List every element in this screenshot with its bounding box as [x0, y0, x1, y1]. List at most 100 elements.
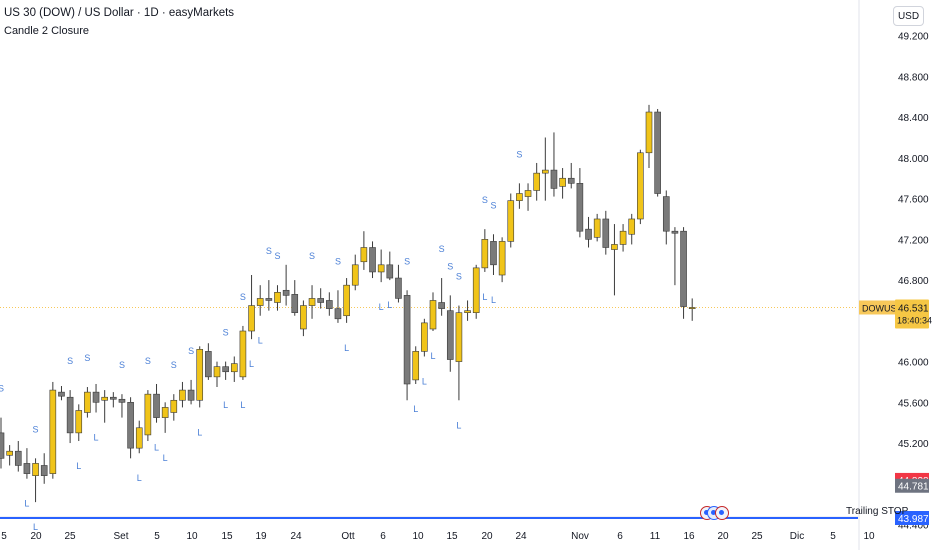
- y-tick-label: 45.600: [898, 398, 929, 409]
- candle: [153, 383, 160, 423]
- candle: [395, 264, 402, 303]
- economic-event-icon[interactable]: [715, 506, 729, 520]
- bullish-candle-body: [377, 264, 385, 273]
- candle: [230, 356, 238, 382]
- price-badge-dark: [895, 478, 929, 493]
- candle: [308, 285, 316, 319]
- candle: [49, 381, 57, 479]
- bullish-candle-body: [611, 244, 618, 250]
- bearish-candle-body: [265, 298, 273, 301]
- sell-signal-marker: S: [145, 356, 151, 366]
- y-tick-label: 47.200: [898, 235, 929, 246]
- candle: [490, 234, 497, 275]
- symbol-title[interactable]: US 30 (DOW) / US Dollar · 1D · easyMarke…: [4, 7, 235, 19]
- x-tick-label: 10: [412, 531, 424, 542]
- x-tick-label: 5: [154, 531, 160, 542]
- candle: [32, 458, 39, 503]
- bullish-candle-body: [300, 305, 307, 330]
- bullish-candle-body: [542, 169, 549, 174]
- candle: [110, 392, 117, 408]
- x-tick-label: 20: [717, 531, 729, 542]
- bearish-candle-body: [671, 230, 679, 234]
- bullish-candle-body: [628, 218, 636, 235]
- candle: [688, 298, 696, 321]
- candle: [507, 193, 515, 248]
- currency-button[interactable]: USD: [893, 6, 924, 26]
- sell-signal-marker: S: [84, 353, 90, 363]
- bullish-candle-body: [213, 366, 221, 378]
- candle: [611, 224, 618, 296]
- symbol-badge: [859, 300, 895, 315]
- bearish-candle-body: [187, 389, 195, 401]
- x-tick-label: 25: [751, 531, 763, 542]
- candle: [127, 397, 134, 459]
- candle: [248, 275, 255, 340]
- candle: [429, 292, 437, 332]
- candle: [170, 394, 178, 421]
- sell-signal-marker: S: [447, 261, 453, 271]
- candle: [403, 290, 411, 401]
- x-tick-label: Nov: [571, 531, 589, 542]
- bullish-candle-body: [101, 396, 108, 401]
- bearish-candle-body: [317, 298, 324, 303]
- candle: [317, 288, 324, 309]
- candle: [472, 264, 480, 319]
- x-tick-label: 16: [683, 531, 695, 542]
- y-tick-label: 46.000: [898, 358, 929, 369]
- x-tick-label: 25: [64, 531, 76, 542]
- bearish-candle-body: [110, 396, 117, 400]
- candle: [144, 390, 152, 442]
- candle: [559, 168, 566, 199]
- candle: [446, 295, 454, 372]
- long-signal-marker: L: [422, 376, 427, 386]
- long-signal-marker: L: [456, 420, 461, 430]
- x-tick-label: Dic: [790, 531, 804, 542]
- bearish-candle-body: [654, 111, 661, 194]
- sell-signal-marker: S: [490, 200, 496, 210]
- x-tick-label: Ott: [341, 531, 355, 542]
- sell-signal-marker: S: [33, 424, 39, 434]
- bullish-candle-body: [637, 152, 644, 220]
- candle: [196, 346, 204, 408]
- long-signal-marker: L: [344, 343, 349, 353]
- sell-signal-marker: S: [439, 244, 445, 254]
- y-tick-label: 48.000: [898, 154, 929, 165]
- bearish-candle-body: [585, 228, 592, 240]
- bullish-candle-body: [645, 111, 653, 154]
- candle: [274, 285, 281, 311]
- bearish-candle-body: [23, 463, 31, 474]
- long-signal-marker: L: [76, 461, 81, 471]
- candle: [619, 224, 627, 252]
- sell-signal-marker: S: [482, 195, 488, 205]
- long-signal-marker: L: [387, 300, 392, 310]
- bullish-candle-body: [421, 322, 428, 352]
- bullish-candle-body: [144, 393, 152, 436]
- candle: [14, 441, 22, 472]
- candle: [680, 227, 687, 319]
- bearish-candle-body: [153, 393, 160, 418]
- bearish-candle-body: [0, 432, 5, 459]
- bullish-candle-body: [75, 410, 83, 434]
- indicator-label[interactable]: Candle 2 Closure: [4, 25, 89, 37]
- bullish-candle-body: [308, 298, 316, 306]
- candle: [369, 241, 376, 279]
- candle: [386, 251, 394, 281]
- bearish-candle-body: [222, 366, 229, 373]
- candle: [533, 162, 540, 201]
- candle: [542, 137, 549, 201]
- y-tick-label: 45.200: [898, 439, 929, 450]
- trailing-stop-label: Trailing STOP: [846, 506, 909, 517]
- bullish-candle-body: [464, 310, 471, 313]
- x-tick-label: 24: [515, 531, 527, 542]
- candle: [550, 132, 558, 197]
- long-signal-marker: L: [154, 443, 159, 453]
- x-tick-label: 15: [446, 531, 458, 542]
- candle: [40, 453, 48, 484]
- bearish-candle-body: [14, 450, 22, 466]
- sell-signal-marker: S: [404, 256, 410, 266]
- x-tick-label: 11: [650, 531, 661, 542]
- bullish-candle-body: [455, 312, 463, 362]
- bearish-candle-body: [282, 289, 290, 296]
- bearish-candle-body: [118, 398, 126, 403]
